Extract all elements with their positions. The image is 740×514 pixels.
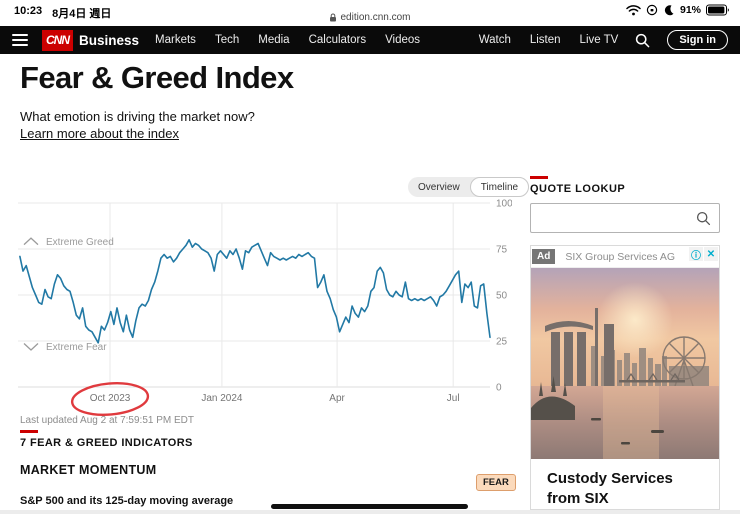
nav-item-watch[interactable]: Watch — [478, 34, 511, 46]
fear-greed-chart: 0 25 50 75 100 Oct 2023 Jan 2024 Apr Jul Extreme … — [0, 195, 513, 417]
ad-card: Ad SIX Group Services AG ⓘ ✕ — [530, 245, 720, 510]
moon-icon — [664, 5, 674, 16]
ad-header: Ad SIX Group Services AG ⓘ ✕ — [531, 246, 719, 268]
red-accent-divider-sidebar — [530, 176, 548, 179]
lock-icon — [330, 13, 337, 22]
page-subtitle: What emotion is driving the market now? — [20, 109, 255, 124]
nav-items: Markets Tech Media Calculators Videos — [155, 34, 420, 46]
status-left: 10:23 8月4日 週日 — [14, 5, 111, 21]
red-accent-divider — [20, 430, 38, 433]
clock: 10:23 — [14, 5, 43, 17]
ad-close-icon[interactable]: ✕ — [704, 247, 718, 261]
ad-info-icon[interactable]: ⓘ — [689, 247, 703, 262]
svg-text:50: 50 — [496, 291, 508, 302]
nav-item-markets[interactable]: Markets — [155, 34, 196, 46]
svg-text:75: 75 — [496, 245, 508, 256]
ad-label-chip: Ad — [532, 249, 556, 264]
nav-item-calculators[interactable]: Calculators — [308, 34, 367, 46]
indicators-heading: 7 FEAR & GREED INDICATORS — [20, 437, 193, 449]
skyline-illustration — [531, 268, 719, 459]
nav-item-tech[interactable]: Tech — [214, 34, 240, 46]
battery-icon — [706, 4, 729, 16]
tab-overview[interactable]: Overview — [418, 181, 460, 193]
nav-item-live-tv[interactable]: Live TV — [579, 34, 619, 46]
svg-text:Extreme Fear: Extreme Fear — [46, 342, 107, 353]
ad-controls: ⓘ ✕ — [689, 247, 718, 262]
ad-advertiser: SIX Group Services AG — [565, 250, 676, 263]
home-indicator[interactable] — [271, 504, 468, 509]
status-bar: 10:23 8月4日 週日 edition.cnn.com 91% — [0, 0, 740, 26]
nav-right-items: Watch Listen Live TV — [479, 34, 619, 46]
fear-greed-chart-svg: 0 25 50 75 100 Oct 2023 Jan 2024 Apr Jul Extreme … — [18, 199, 513, 416]
svg-text:25: 25 — [496, 337, 508, 348]
page-title: Fear & Greed Index — [20, 60, 294, 95]
nav-right: Watch Listen Live TV Sign in — [479, 30, 728, 50]
bottom-strip — [0, 510, 740, 514]
nav-item-media[interactable]: Media — [258, 34, 290, 46]
wifi-icon — [626, 4, 641, 15]
oct-2023-circle-annotation — [70, 382, 150, 416]
search-icon[interactable] — [696, 211, 711, 226]
momentum-heading: MARKET MOMENTUM — [20, 463, 157, 477]
nav-item-listen[interactable]: Listen — [529, 34, 561, 46]
svg-text:0: 0 — [496, 383, 502, 394]
svg-text:Extreme Greed: Extreme Greed — [46, 237, 114, 248]
ad-headline[interactable]: Custody Services from SIX — [547, 470, 673, 507]
ad-image-singapore-skyline[interactable] — [531, 268, 719, 459]
svg-text:100: 100 — [496, 199, 512, 210]
learn-more-link[interactable]: Learn more about the index — [20, 126, 179, 141]
status-icons: 91% — [626, 4, 730, 16]
nav-item-videos[interactable]: Videos — [385, 34, 421, 46]
cnn-logo: CNN — [42, 29, 73, 51]
svg-text:Jan 2024: Jan 2024 — [201, 393, 243, 404]
brand-logo[interactable]: CNN Business — [42, 29, 140, 51]
svg-text:Jul: Jul — [447, 393, 460, 404]
brand-suffix: Business — [79, 32, 140, 48]
momentum-subtitle: S&P 500 and its 125-day moving average — [20, 495, 234, 507]
menu-icon[interactable] — [12, 34, 28, 46]
battery-percent: 91% — [679, 4, 701, 16]
quote-lookup-heading: QUOTE LOOKUP — [530, 183, 626, 195]
navbar: CNN Business Markets Tech Media Calculators… — [0, 26, 740, 54]
svg-text:Apr: Apr — [329, 393, 345, 404]
svg-text:Oct 2023: Oct 2023 — [90, 393, 131, 404]
sign-in-button[interactable]: Sign in — [667, 30, 728, 50]
last-updated: Last updated Aug 2 at 7:59:51 PM EDT — [20, 415, 195, 426]
url-text: edition.cnn.com — [340, 12, 411, 23]
date: 8月4日 週日 — [52, 8, 112, 20]
search-icon[interactable] — [635, 33, 650, 48]
address-display[interactable]: edition.cnn.com — [0, 12, 740, 23]
chart-view-toggle: Overview Timeline — [408, 177, 530, 197]
tab-timeline[interactable]: Timeline — [469, 177, 530, 197]
quote-search-input[interactable] — [530, 203, 720, 233]
orientation-lock-icon — [646, 4, 658, 16]
momentum-status-badge: FEAR — [476, 474, 516, 491]
